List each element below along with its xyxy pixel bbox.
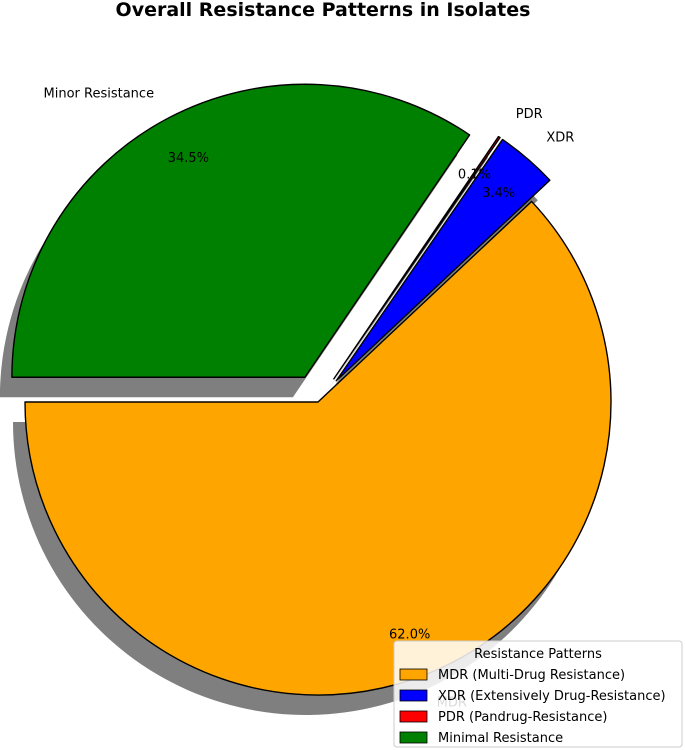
slice-label-xdr: XDR [546, 130, 574, 145]
pie-slice-xdr [335, 138, 551, 382]
legend-frame [393, 640, 683, 748]
pie-slice-minor-resistance [11, 83, 471, 378]
slice-label-minor-resistance: Minor Resistance [44, 86, 155, 101]
slice-percent-pdr: 0.1% [458, 167, 491, 182]
slice-label-pdr: PDR [516, 107, 543, 122]
legend-label-mdr: MDR (Multi-Drug Resistance) [438, 668, 625, 683]
pie-slice-pdr [333, 135, 501, 380]
legend: Resistance Patterns MDR (Multi-Drug Resi… [393, 640, 683, 748]
legend-title: Resistance Patterns [474, 647, 602, 662]
legend-label-minor-resistance: Minimal Resistance [438, 731, 563, 746]
legend-swatch-xdr [399, 689, 428, 702]
legend-swatch-pdr [399, 710, 428, 723]
legend-items: MDR (Multi-Drug Resistance) XDR (Extensiv… [399, 668, 666, 746]
legend-swatch-mdr [399, 668, 428, 681]
slice-percent-mdr: 62.0% [389, 628, 430, 643]
pie-slices [11, 83, 612, 696]
legend-swatch-minor-resistance [399, 731, 428, 744]
slice-percent-minor-resistance: 34.5% [168, 151, 209, 166]
legend-label-xdr: XDR (Extensively Drug-Resistance) [438, 689, 666, 704]
legend-label-pdr: PDR (Pandrug-Resistance) [438, 710, 607, 725]
chart-title: Overall Resistance Patterns in Isolates [116, 0, 531, 21]
slice-shadow-pdr [321, 156, 489, 399]
slice-percent-xdr: 3.4% [482, 186, 515, 201]
